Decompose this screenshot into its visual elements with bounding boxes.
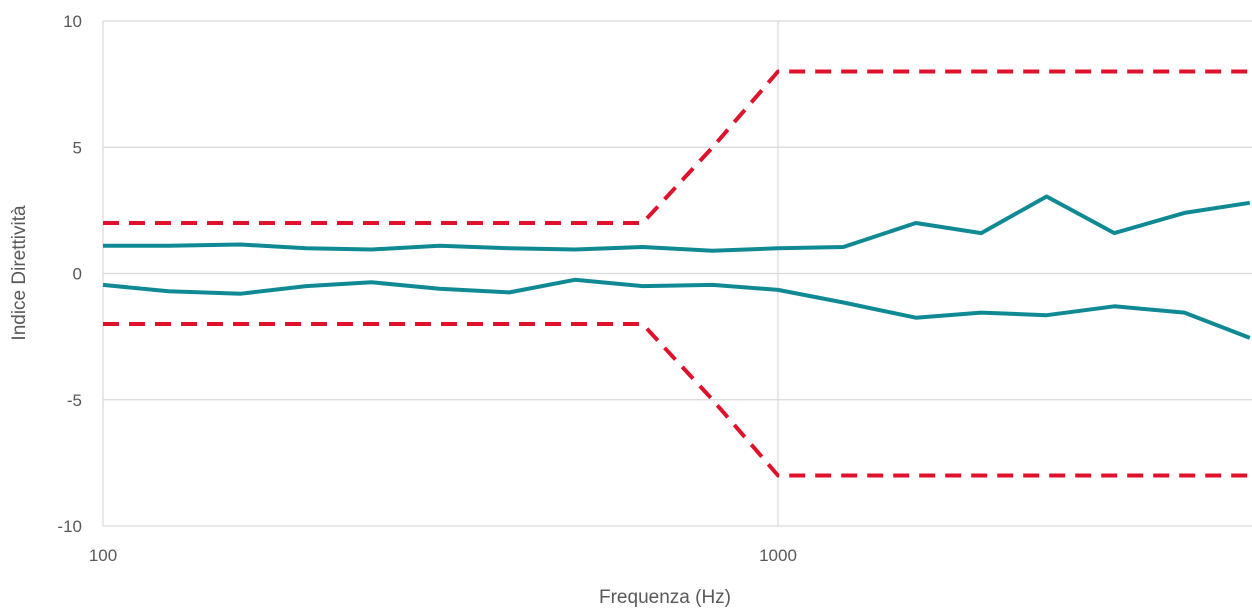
grid-lines: [102, 20, 1252, 527]
series-layer: [102, 69, 1251, 478]
measured-line-0: [103, 194, 1251, 253]
y-tick-label: 5: [73, 138, 82, 157]
measured-line-1: [102, 277, 1251, 340]
y-tick-label: -5: [67, 391, 82, 410]
x-tick-label: 100: [89, 546, 117, 565]
x-axis-title: Frequenza (Hz): [599, 587, 731, 608]
y-tick-labels: 10 5 0 -5 -10: [57, 12, 82, 536]
y-axis-title: Indice Direttività: [9, 205, 30, 341]
y-tick-label: 0: [73, 265, 82, 284]
x-tick-label: 1000: [759, 546, 797, 565]
x-tick-labels: 100 1000: [89, 546, 797, 565]
y-tick-label: 10: [63, 12, 82, 31]
y-tick-label: -10: [57, 517, 82, 536]
